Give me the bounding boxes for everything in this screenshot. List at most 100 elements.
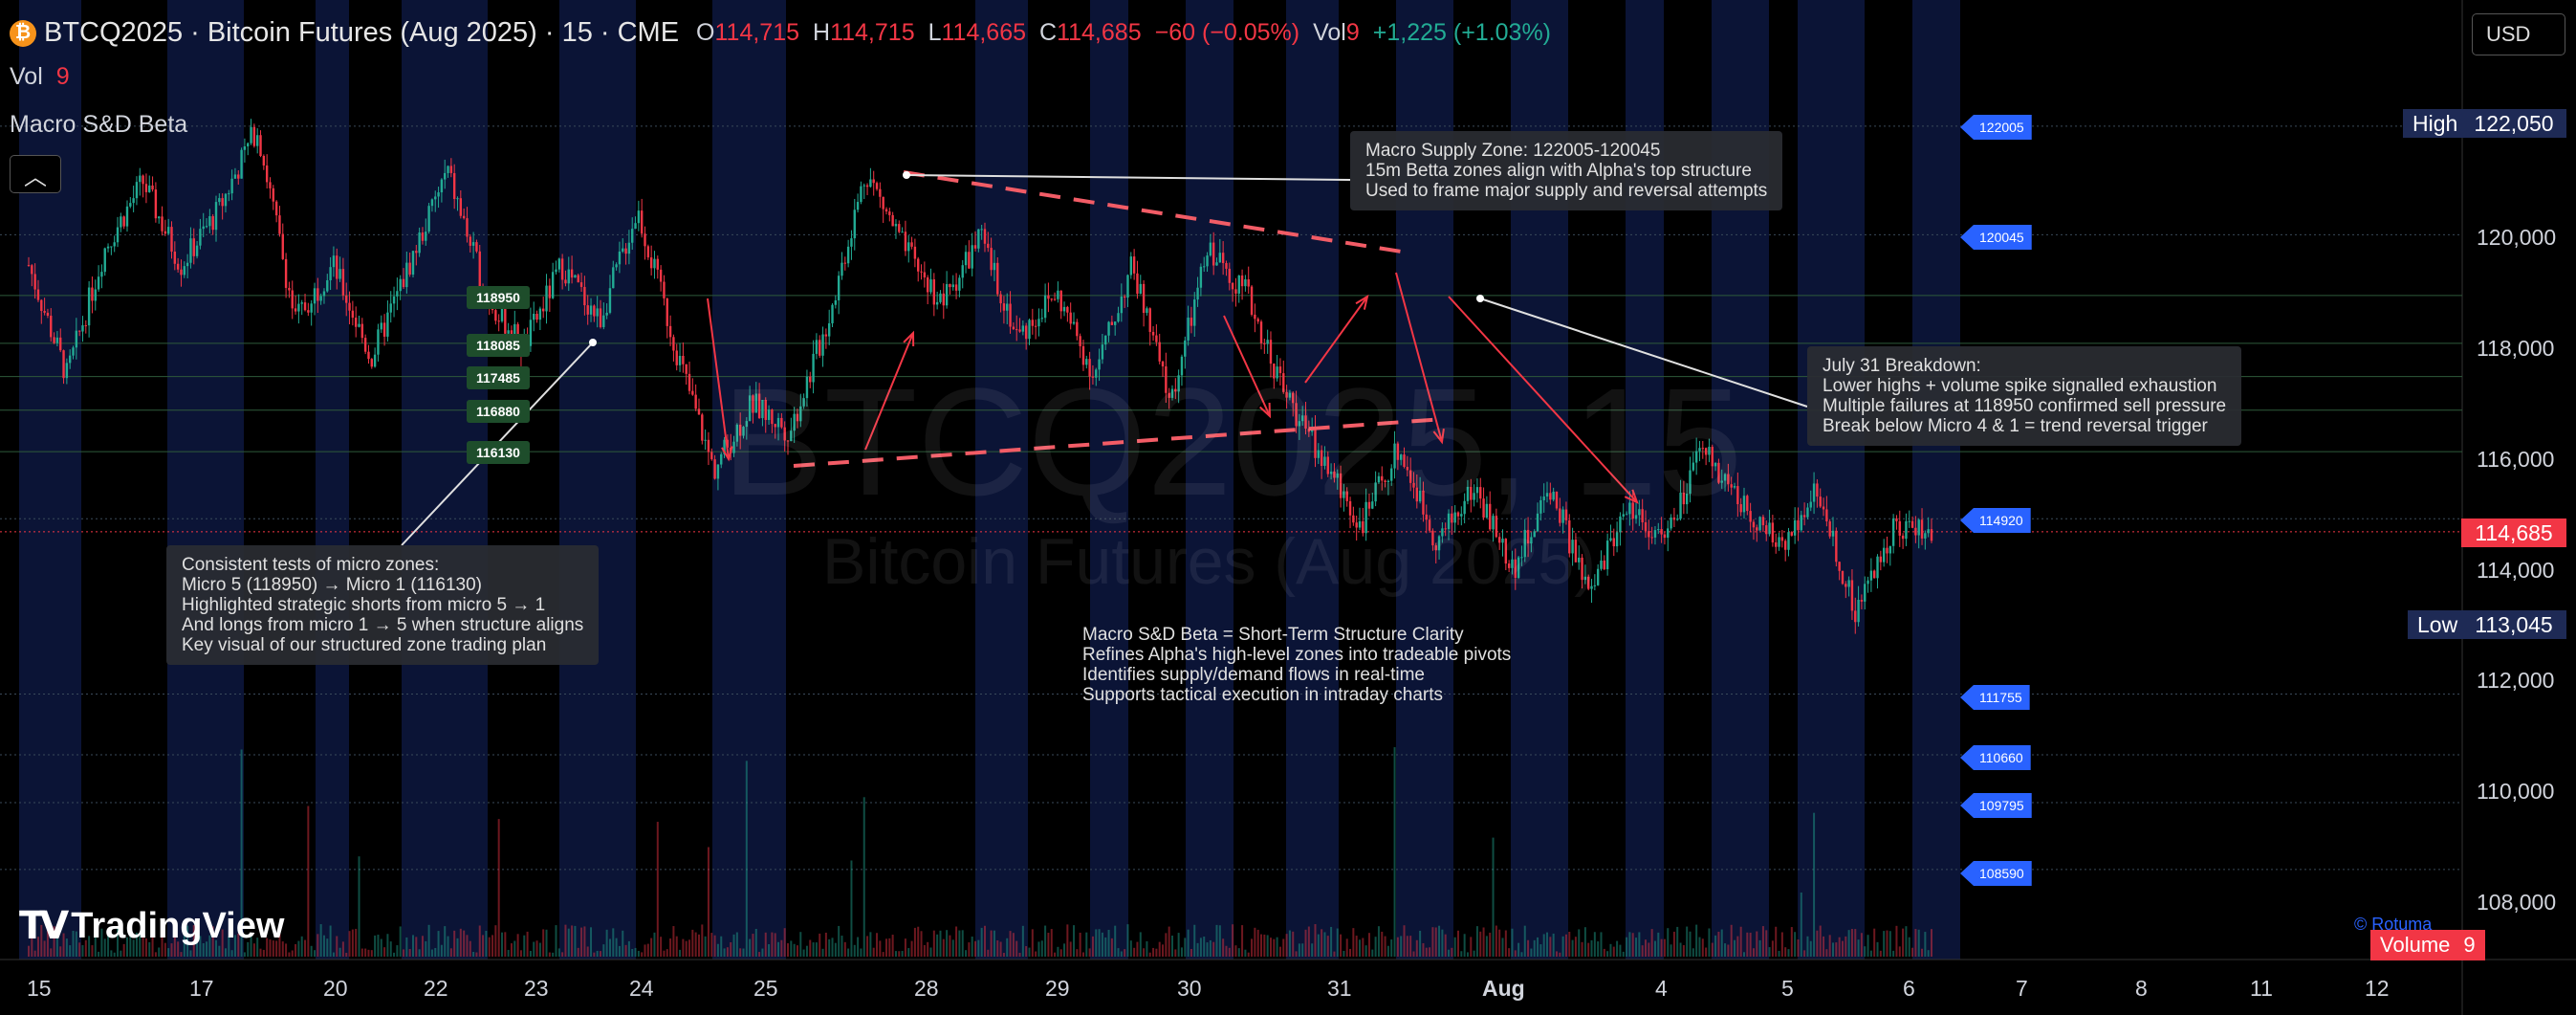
volume-bar: [224, 948, 227, 957]
volume-bar: [923, 944, 926, 957]
volume-bar: [1758, 939, 1761, 957]
candle-body: [164, 231, 167, 234]
volume-bar: [1463, 934, 1466, 957]
macro-zone-tag-108590[interactable]: 108590: [1960, 861, 2032, 886]
volume-bar: [1736, 936, 1739, 957]
candle-body: [1761, 517, 1765, 526]
candle-body: [1399, 454, 1403, 460]
volume-bar: [322, 935, 325, 957]
candle-body: [186, 262, 189, 267]
candle-body: [1578, 557, 1581, 563]
volume-bar: [1009, 931, 1012, 957]
candle-body: [247, 143, 250, 147]
volume-bar: [1475, 926, 1478, 957]
candle-body: [399, 278, 402, 292]
candle-body: [949, 283, 951, 288]
candle-body: [1924, 533, 1927, 539]
candle-body: [1333, 471, 1336, 478]
candle-body: [1622, 514, 1625, 517]
candle-body: [132, 198, 135, 204]
macro-zone-tag-122005[interactable]: 122005: [1960, 115, 2032, 140]
candle-body: [672, 337, 675, 351]
bitcoin-icon[interactable]: ₿: [10, 19, 36, 47]
volume-bar: [1018, 952, 1021, 957]
volume-bar: [1098, 929, 1101, 957]
candle-body: [720, 453, 723, 465]
candle-body: [872, 179, 875, 184]
candle-body: [605, 312, 608, 316]
candle-body: [1434, 545, 1437, 551]
volume-bar: [872, 947, 875, 957]
volume-bar: [1247, 952, 1250, 957]
macro-zone-tag-110660[interactable]: 110660: [1960, 745, 2031, 770]
micro-zone-tag-1[interactable]: 116130: [467, 441, 530, 464]
candle-body: [1603, 560, 1606, 570]
volume-bar: [1403, 925, 1406, 957]
candle-body: [1648, 531, 1650, 538]
volume-indicator-value: 9: [55, 63, 70, 90]
volume-legend[interactable]: Vol 9: [10, 63, 70, 91]
micro-zone-tag-4[interactable]: 118085: [467, 334, 530, 357]
volume-bar: [1873, 928, 1876, 957]
volume-bar: [586, 946, 589, 957]
volume-bar: [1251, 938, 1254, 957]
volume-bar: [742, 948, 745, 957]
volume-bar: [1711, 942, 1714, 957]
upper-trendline: [903, 170, 1414, 255]
micro-zone-tag-2[interactable]: 116880: [467, 400, 530, 423]
volume-bar: [1263, 934, 1266, 957]
volume-bar: [100, 928, 103, 957]
volume-bar: [281, 941, 284, 957]
candle-body: [1463, 500, 1466, 515]
micro-zone-tag-5[interactable]: 118950: [467, 286, 530, 309]
candle-body: [1136, 273, 1139, 295]
collapse-legend-button[interactable]: ︿: [10, 155, 61, 193]
volume-bar: [1667, 928, 1670, 957]
volume-bar: [475, 952, 478, 957]
volume-bar: [243, 952, 246, 957]
candle-body: [27, 264, 31, 266]
volume-bar: [139, 934, 142, 957]
currency-button[interactable]: USD: [2472, 13, 2565, 55]
volume-bar: [221, 929, 224, 957]
macro-zone-tag-111755[interactable]: 111755: [1960, 685, 2030, 710]
symbol-title[interactable]: BTCQ2025 · Bitcoin Futures (Aug 2025) · …: [44, 17, 680, 48]
candle-body: [1756, 527, 1758, 531]
volume-bar: [840, 936, 843, 957]
volume-bar: [1393, 747, 1396, 957]
indicator-legend[interactable]: Macro S&D Beta: [10, 111, 187, 139]
volume-bar: [1396, 937, 1399, 957]
volume-bar: [1292, 931, 1295, 957]
macro-zone-tag-120045[interactable]: 120045: [1960, 225, 2032, 250]
volume-bar: [1698, 937, 1701, 957]
volume-bar: [1148, 952, 1151, 957]
candle-body: [1158, 342, 1161, 362]
candle-body: [1583, 576, 1587, 581]
candle-body: [1475, 487, 1479, 494]
candle-body: [704, 439, 707, 441]
candle-body: [1470, 486, 1473, 500]
micro-zones-note[interactable]: Consistent tests of micro zones: Micro 5…: [166, 545, 600, 665]
arrow-head: [903, 330, 915, 347]
volume-bar: [164, 942, 166, 957]
candle-body: [50, 315, 53, 338]
volume-bar: [1730, 924, 1733, 957]
candle-body: [504, 303, 507, 334]
volume-bar: [1158, 941, 1161, 957]
volume-bar: [787, 943, 790, 957]
macro-zone-tag-114920[interactable]: 114920: [1960, 508, 2031, 533]
supply-zone-note[interactable]: Macro Supply Zone: 122005-120045 15m Bet…: [1350, 131, 1783, 210]
micro-zone-tag-3[interactable]: 117485: [467, 366, 530, 389]
macro-zone-tag-109795[interactable]: 109795: [1960, 793, 2032, 818]
tradingview-logo[interactable]: 𝗧𝗩 TradingView: [19, 905, 285, 947]
volume-bar: [618, 945, 621, 957]
volume-bar: [374, 935, 377, 957]
breakdown-note[interactable]: July 31 Breakdown: Lower highs + volume …: [1807, 346, 2242, 446]
volume-bar: [1756, 931, 1758, 957]
candle-body: [354, 318, 358, 327]
candle-body: [1517, 557, 1520, 579]
volume-bar: [1054, 952, 1057, 957]
time-tick-label: 29: [1045, 976, 1070, 1001]
volume-bar: [1273, 938, 1276, 957]
